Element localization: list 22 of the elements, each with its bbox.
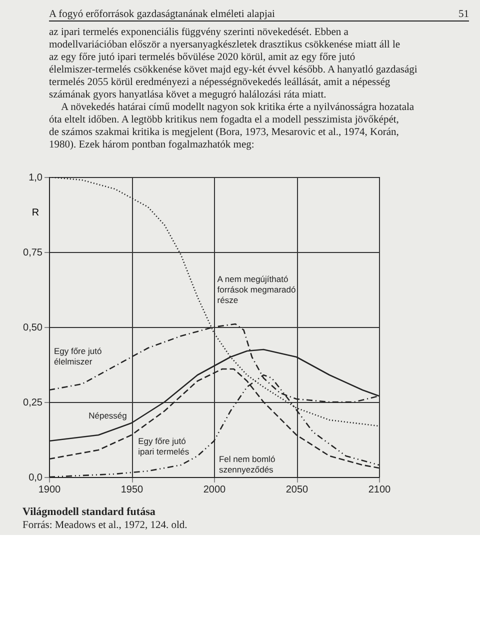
series-label: Egy főre jutó ipari termelés — [138, 436, 190, 456]
text: az ipari termelés exponenciális függvény szerinti növekedését. Ebben a modellvariációban először a nyersanyagkészletek drasztikus csökkenése miatt áll le az egy főre jutó ipari termelés bővülése 2020 körül, amit az egy főre jutó élelmiszer-termelés csökkenése követ majd egy-két évvel később. A hanyatló gazdasági termelés 2055 körül eredményezi a népességnövekedés leállását, amit a népesség számának gyors hanyatlása követ a megugró halálozási ráta miatt. — [49, 27, 418, 100]
x-tick-label: 1950 — [120, 484, 144, 496]
series-label: Fel nem bomló szennyeződés — [218, 454, 276, 474]
y-tick-label: 0,75 — [23, 248, 43, 258]
text: A fogyó erőforrások gazdaságtanának elméleti alapjai — [49, 9, 276, 20]
y-tick-label: 1,0 — [28, 172, 43, 184]
series-label: Egy főre jutó élelmiszer — [54, 346, 102, 366]
y-tick-label: 0,50 — [23, 322, 43, 334]
x-tick-label: 2100 — [368, 484, 392, 496]
series-label: A nem megújítható források megmaradó része — [217, 274, 296, 305]
x-tick-label: 2000 — [203, 484, 226, 496]
text: A növekedés határai című modellt nagyon sok kritika érte a nyilvánosságra hozatala óta eltelt időben. A legtöbb kritikus nem fogadta el a modell pesszimista jövőképét, de számos szakmai kritika is megjelent (Bora, 1973, Mesarovic et al., 1974, Korán, 1980). Ezek három pontban fogalmazhatók meg: — [49, 102, 414, 150]
y-tick-label: 0,0 — [28, 472, 43, 484]
text: Forrás: Meadows et al., 1972, 124. old. — [22, 520, 188, 531]
text: Világmodell standard futása — [22, 506, 156, 518]
text: 51 — [458, 9, 469, 20]
y-axis-title: R — [32, 208, 40, 218]
y-tick-label: 0,25 — [23, 398, 43, 408]
series-label: Népesség — [88, 410, 128, 420]
x-tick-label: 2050 — [286, 484, 309, 496]
x-tick-label: 1900 — [38, 484, 62, 496]
